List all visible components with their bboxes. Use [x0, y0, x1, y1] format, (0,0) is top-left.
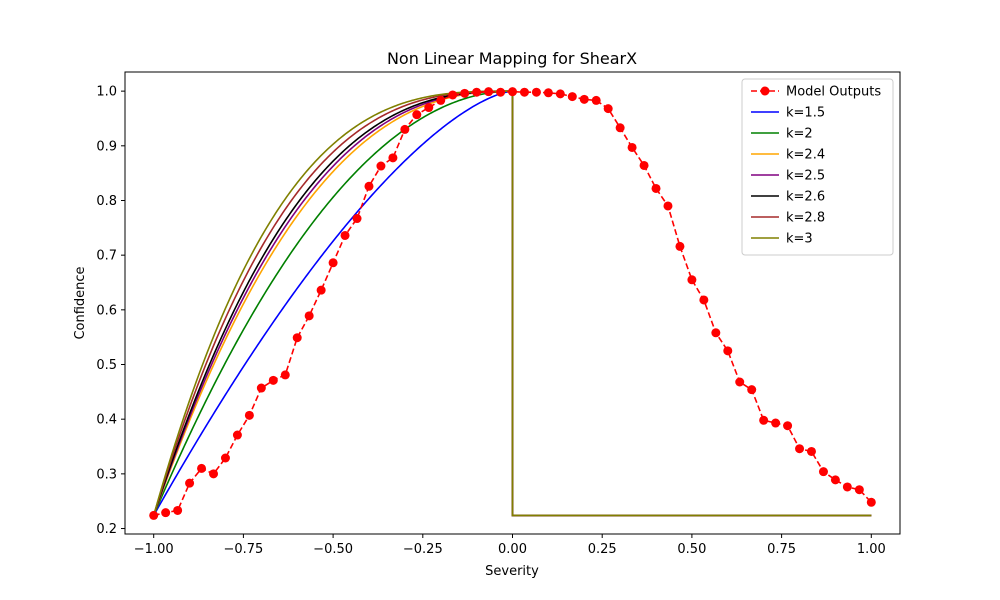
model-output-point	[292, 333, 302, 343]
model-output-point	[854, 485, 864, 495]
model-output-point	[472, 87, 482, 97]
model-output-point	[519, 87, 529, 97]
model-output-point	[484, 87, 494, 97]
model-output-point	[328, 258, 338, 268]
x-tick-label: −1.00	[134, 542, 174, 557]
model-output-point	[316, 285, 326, 295]
model-output-point	[818, 467, 828, 477]
y-tick-label: 0.5	[96, 358, 117, 373]
series-line-k=1.5	[153, 90, 872, 517]
model-output-point	[448, 90, 458, 100]
legend-box	[741, 78, 894, 256]
y-tick-label: 0.3	[96, 467, 117, 482]
legend-label-k=2.6: k=2.6	[786, 190, 825, 205]
model-output-point	[412, 110, 422, 120]
model-output-point	[244, 410, 254, 420]
y-tick-label: 0.8	[96, 194, 117, 209]
x-tick-label: −0.25	[403, 542, 443, 557]
y-tick-label: 0.2	[96, 522, 117, 537]
y-tick-label: 0.7	[96, 249, 117, 264]
x-tick-label: 0.50	[677, 542, 706, 557]
model-output-point	[460, 88, 470, 98]
legend: Model Outputs k=1.5 k=2 k=2.4 k=2.5 k=2.6 k=2.…	[741, 78, 894, 256]
x-tick-label: −0.50	[313, 542, 353, 557]
legend-marker-model-outputs	[760, 86, 770, 96]
x-tick-label: 0.75	[767, 542, 796, 557]
model-output-point	[603, 104, 613, 114]
model-output-point	[687, 275, 697, 285]
model-output-point	[197, 463, 207, 473]
legend-label-k=1.5: k=1.5	[786, 106, 825, 121]
y-axis: 0.2 0.3 0.4 0.5 0.6 0.7 0.8 0.9 1.0	[96, 85, 125, 537]
model-output-point	[663, 201, 673, 211]
model-output-point	[842, 482, 852, 492]
model-output-point	[388, 153, 398, 163]
model-output-point	[711, 328, 721, 338]
model-output-point	[268, 375, 278, 385]
model-output-point	[256, 383, 266, 393]
x-tick-label: 1.00	[857, 542, 886, 557]
legend-label-k=2.8: k=2.8	[786, 211, 825, 226]
model-output-point	[149, 510, 159, 520]
model-output-point	[543, 88, 553, 98]
model-output-point	[806, 446, 816, 456]
model-output-point	[232, 430, 242, 440]
y-axis-label: Confidence	[73, 266, 88, 339]
model-output-point	[735, 377, 745, 387]
legend-label-model-outputs: Model Outputs	[786, 85, 881, 100]
model-output-point	[830, 475, 840, 485]
model-output-point	[651, 183, 661, 193]
x-tick-label: −0.75	[223, 542, 263, 557]
x-tick-label: 0.00	[498, 542, 527, 557]
model-output-point	[675, 241, 685, 251]
model-output-point	[795, 444, 805, 454]
model-output-point	[567, 92, 577, 102]
y-tick-label: 1.0	[96, 85, 117, 100]
y-tick-label: 0.6	[96, 303, 117, 318]
model-output-point	[185, 478, 195, 488]
x-axis-label: Severity	[485, 564, 539, 579]
model-output-point	[723, 346, 733, 356]
y-tick-label: 0.4	[96, 413, 117, 428]
model-output-point	[304, 311, 314, 321]
chart-title: Non Linear Mapping for ShearX	[387, 49, 637, 68]
model-output-point	[352, 214, 362, 224]
model-output-point	[699, 295, 709, 305]
legend-label-k=3: k=3	[786, 232, 813, 247]
model-output-point	[783, 421, 793, 431]
legend-label-k=2: k=2	[786, 127, 813, 142]
model-output-point	[400, 124, 410, 134]
model-output-point	[436, 95, 446, 105]
legend-label-k=2.4: k=2.4	[786, 148, 825, 163]
model-output-point	[424, 103, 434, 113]
y-tick-label: 0.9	[96, 139, 117, 154]
model-output-point	[555, 89, 565, 99]
model-output-point	[866, 497, 876, 507]
model-output-point	[615, 123, 625, 133]
model-output-point	[747, 385, 757, 395]
model-output-point	[508, 87, 517, 97]
x-tick-label: 0.25	[588, 542, 617, 557]
model-output-point	[759, 415, 769, 425]
model-output-point	[209, 469, 219, 479]
model-output-point	[591, 95, 601, 105]
model-output-point	[220, 453, 230, 463]
model-output-point	[496, 87, 506, 97]
model-output-point	[364, 181, 374, 191]
model-output-point	[280, 370, 290, 380]
x-axis: −1.00 −0.75 −0.50 −0.25 0.00 0.25 0.50 0.75 1.00	[134, 534, 886, 557]
model-output-point	[627, 142, 637, 152]
model-output-point	[161, 508, 171, 518]
model-output-point	[376, 161, 386, 171]
legend-label-k=2.5: k=2.5	[786, 169, 825, 184]
series-line-k=2	[152, 90, 872, 517]
plot-area	[149, 87, 876, 520]
model-output-point	[173, 505, 183, 515]
model-output-point	[579, 94, 589, 104]
model-output-point	[771, 418, 781, 428]
model-output-point	[639, 160, 649, 170]
model-output-point	[531, 87, 541, 97]
model-output-point	[340, 230, 350, 240]
